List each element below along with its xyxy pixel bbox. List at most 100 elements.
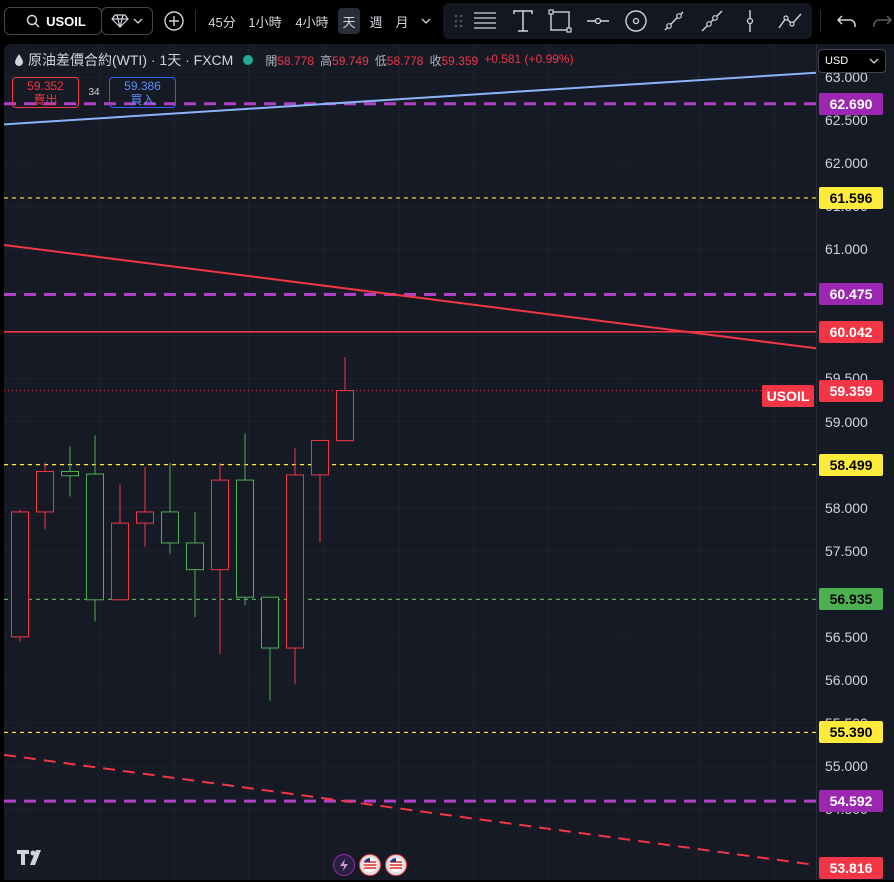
chevron-down-icon bbox=[421, 18, 431, 24]
price-tick-label: 63.000 bbox=[825, 69, 868, 85]
price-level-badge: 54.592 bbox=[819, 790, 883, 813]
timeframe-4h[interactable]: 4小時 bbox=[295, 14, 329, 30]
candle-body bbox=[61, 470, 79, 477]
trend-line-icon[interactable] bbox=[661, 8, 687, 34]
close-label: 收 bbox=[429, 53, 442, 68]
candle-body bbox=[161, 511, 179, 544]
market-status-dot bbox=[243, 55, 254, 65]
price-tick-label: 57.500 bbox=[825, 542, 868, 559]
timeframe-dropdown[interactable] bbox=[416, 8, 436, 34]
price-tick-label: 55.000 bbox=[825, 758, 868, 775]
redo-icon[interactable] bbox=[869, 8, 894, 34]
ohlc-values: 開58.778 高59.749 低58.778 收59.359 +0.581 (… bbox=[265, 52, 573, 69]
timeframe-1h[interactable]: 1小時 bbox=[248, 14, 282, 30]
sell-price: 59.352 bbox=[27, 78, 64, 93]
currency-select[interactable]: USD bbox=[818, 49, 886, 73]
add-symbol-button[interactable] bbox=[160, 7, 188, 35]
price-level-badge: 59.359 bbox=[819, 379, 883, 402]
tradingview-logo-icon[interactable] bbox=[16, 848, 48, 866]
us-flag-event-icon[interactable] bbox=[359, 854, 381, 876]
plus-circle-icon bbox=[164, 11, 184, 31]
chevron-down-icon bbox=[133, 18, 143, 24]
open-label: 開 bbox=[265, 53, 278, 68]
candle-body bbox=[36, 470, 54, 513]
lightning-event-icon[interactable] bbox=[333, 854, 355, 876]
price-level-badge: 55.390 bbox=[819, 721, 883, 744]
price-tick-label: 61.000 bbox=[825, 241, 868, 258]
vertical-line-icon[interactable] bbox=[737, 8, 763, 34]
spread-value: 34 bbox=[88, 87, 100, 98]
horizontal-line-icon[interactable] bbox=[585, 8, 611, 34]
symbol-price-label: USOIL bbox=[762, 385, 814, 407]
buy-label: 買入 bbox=[130, 92, 155, 107]
diamond-icon bbox=[111, 14, 129, 28]
timeframe-1m[interactable]: 月 bbox=[395, 14, 409, 30]
candle-body bbox=[211, 479, 229, 571]
us-flag-event-icon[interactable] bbox=[385, 854, 407, 876]
price-tick-label: 62.000 bbox=[825, 155, 868, 172]
candle-body bbox=[111, 522, 129, 601]
close-value: 59.359 bbox=[441, 53, 479, 68]
candle-body bbox=[286, 474, 304, 649]
undo-icon[interactable] bbox=[834, 8, 860, 34]
price-level-badge: 53.816 bbox=[819, 857, 883, 879]
circle-target-icon[interactable] bbox=[623, 8, 649, 34]
symbol-search[interactable]: USOIL bbox=[4, 7, 102, 35]
timeframe-1d[interactable]: 天 bbox=[338, 8, 360, 34]
low-value: 58.778 bbox=[386, 53, 424, 68]
drag-handle-icon[interactable] bbox=[447, 8, 473, 34]
candle-body bbox=[86, 473, 104, 601]
symbol-name: USOIL bbox=[46, 13, 86, 29]
price-level-badge: 60.475 bbox=[819, 283, 883, 306]
sell-button[interactable]: 59.352 賣出 bbox=[12, 77, 79, 108]
candle-body bbox=[261, 596, 279, 649]
separator bbox=[820, 10, 821, 32]
candlestick-chart[interactable] bbox=[4, 44, 816, 880]
trend-line bbox=[4, 71, 816, 126]
candle-body bbox=[236, 479, 254, 598]
candle-body bbox=[186, 542, 204, 571]
text-tool-icon[interactable] bbox=[510, 8, 536, 34]
price-level-badge: 56.935 bbox=[819, 588, 883, 611]
compare-button[interactable] bbox=[101, 7, 153, 35]
price-tick-label: 62.500 bbox=[825, 112, 868, 129]
drawing-toolbar bbox=[443, 3, 812, 39]
price-tick-label: 56.000 bbox=[825, 671, 868, 688]
price-level-badge: 61.596 bbox=[819, 186, 883, 209]
trade-panel: 59.352 賣出 34 59.386 買入 bbox=[12, 77, 176, 108]
price-level-badge: 58.499 bbox=[819, 453, 883, 476]
price-tick-label: 58.000 bbox=[825, 499, 868, 516]
timeframe-45m[interactable]: 45分 bbox=[208, 14, 236, 30]
timeframe-1w[interactable]: 週 bbox=[369, 14, 383, 30]
price-level-badge: 60.042 bbox=[819, 320, 883, 343]
candle-body bbox=[336, 390, 354, 442]
search-icon bbox=[26, 14, 40, 28]
currency-value: USD bbox=[825, 55, 849, 67]
high-label: 高 bbox=[320, 53, 333, 68]
ray-line-icon[interactable] bbox=[699, 8, 725, 34]
candle-body bbox=[11, 511, 29, 638]
buy-button[interactable]: 59.386 買入 bbox=[109, 77, 176, 108]
change-value: +0.581 (+0.99%) bbox=[484, 51, 574, 66]
chart-legend: 原油差價合約(WTI) · 1天 · FXCM 開58.778 高59.749 … bbox=[14, 50, 574, 70]
trend-line bbox=[4, 243, 816, 350]
sell-label: 賣出 bbox=[33, 92, 58, 107]
oil-drop-icon bbox=[15, 54, 23, 66]
event-markers bbox=[333, 854, 407, 876]
rectangle-tool-icon[interactable] bbox=[547, 8, 573, 34]
fib-retracement-icon[interactable] bbox=[472, 8, 498, 34]
price-tick-label: 59.000 bbox=[825, 413, 868, 430]
trend-line bbox=[4, 753, 816, 867]
candle-body bbox=[311, 439, 329, 476]
candle-body bbox=[136, 511, 154, 524]
low-label: 低 bbox=[374, 53, 387, 68]
buy-price: 59.386 bbox=[124, 78, 161, 93]
price-level-badge: 62.690 bbox=[819, 92, 883, 115]
price-axis[interactable]: 63.00062.50062.00061.50061.00060.50060.0… bbox=[816, 44, 894, 880]
separator bbox=[195, 10, 196, 32]
chart-pane[interactable] bbox=[4, 44, 816, 880]
price-tick-label: 56.500 bbox=[825, 628, 868, 645]
top-toolbar: USOIL 45分 1小時 4小時 天 週 月 bbox=[0, 0, 894, 42]
path-tool-icon[interactable] bbox=[777, 8, 803, 34]
open-value: 58.778 bbox=[277, 53, 315, 68]
